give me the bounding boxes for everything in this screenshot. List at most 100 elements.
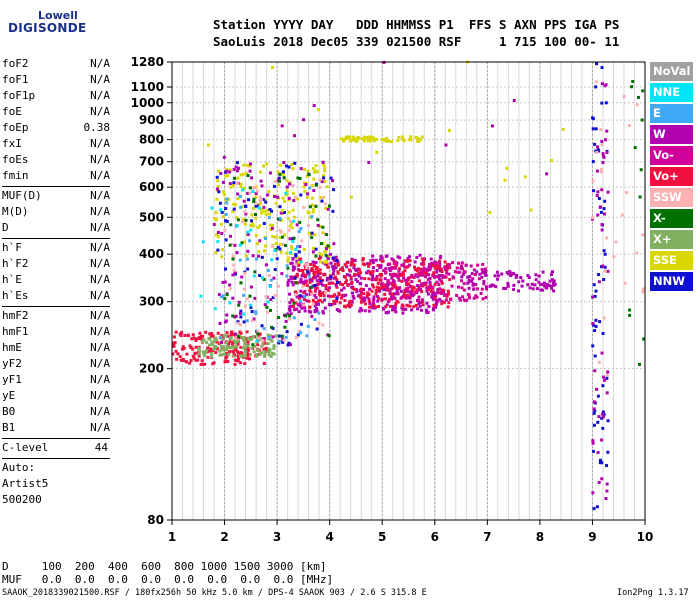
data-point (206, 355, 210, 359)
data-point (244, 218, 248, 222)
data-point (383, 292, 387, 296)
data-point (233, 203, 237, 207)
data-point (604, 101, 608, 105)
data-point (299, 193, 303, 197)
data-point (600, 188, 604, 192)
data-point (198, 331, 202, 335)
data-point (380, 272, 384, 276)
data-point (297, 260, 301, 264)
data-point (424, 281, 428, 285)
data-point (242, 336, 246, 340)
data-point (291, 268, 295, 272)
data-point (488, 211, 492, 215)
data-point (394, 301, 398, 305)
data-point (246, 163, 250, 167)
data-point (605, 482, 609, 486)
data-point (407, 263, 411, 267)
data-point (248, 169, 252, 173)
data-point (376, 264, 380, 268)
data-point (592, 283, 596, 287)
data-point (596, 213, 600, 217)
data-point (270, 325, 274, 329)
data-point (221, 248, 225, 252)
header-line-1: Station YYYY DAY DDD HHMMSS P1 FFS S AXN… (213, 17, 620, 32)
param-value: N/A (90, 221, 110, 234)
y-tick-label: 200 (139, 362, 164, 376)
data-point (262, 222, 266, 226)
data-point (592, 507, 596, 511)
data-point (318, 298, 322, 302)
data-point (291, 167, 295, 171)
data-point (243, 354, 247, 358)
data-point (371, 136, 375, 140)
data-point (239, 323, 243, 327)
data-point (371, 261, 375, 265)
data-point (357, 268, 361, 272)
data-point (250, 319, 254, 323)
data-point (455, 293, 459, 297)
data-point (636, 95, 640, 99)
data-point (417, 295, 421, 299)
data-point (228, 340, 232, 344)
data-point (285, 251, 289, 255)
data-point (420, 282, 424, 286)
data-point (441, 288, 445, 292)
data-point (365, 294, 369, 298)
data-point (290, 226, 294, 230)
data-point (424, 271, 428, 275)
data-point (309, 290, 313, 294)
param-row: foF1 N/A (2, 72, 110, 88)
data-point (288, 292, 292, 296)
data-point (233, 346, 237, 350)
data-point (248, 338, 252, 342)
data-point (528, 286, 532, 290)
data-point (332, 188, 336, 192)
data-point (279, 242, 283, 246)
data-point (265, 162, 269, 166)
data-point (419, 262, 423, 266)
data-point (293, 161, 297, 165)
data-point (305, 195, 309, 199)
data-point (253, 270, 257, 274)
data-point (179, 358, 183, 362)
data-point (196, 358, 200, 362)
data-point (255, 353, 259, 357)
data-point (294, 301, 298, 305)
data-point (363, 302, 367, 306)
data-point (435, 267, 439, 271)
data-point (333, 262, 337, 266)
data-point (306, 169, 310, 173)
data-point (377, 286, 381, 290)
data-point (296, 176, 300, 180)
data-point (336, 280, 340, 284)
data-point (221, 345, 225, 349)
data-point (599, 170, 603, 174)
data-point (262, 347, 266, 351)
data-point (596, 394, 600, 398)
data-point (390, 286, 394, 290)
data-point (600, 228, 604, 232)
data-point (392, 266, 396, 270)
data-point (642, 337, 646, 341)
data-point (417, 279, 421, 283)
data-point (363, 135, 367, 139)
data-point (426, 292, 430, 296)
data-point (594, 289, 598, 293)
data-point (345, 261, 349, 265)
data-point (224, 174, 228, 178)
data-point (414, 303, 418, 307)
data-point (260, 337, 264, 341)
data-point (313, 289, 317, 293)
data-point (351, 135, 355, 139)
data-point (235, 224, 239, 228)
data-point (316, 282, 320, 286)
data-point (302, 247, 306, 251)
data-point (250, 310, 254, 314)
data-point (382, 288, 386, 292)
data-point (278, 247, 282, 251)
data-point (292, 219, 296, 223)
data-point (264, 236, 268, 240)
data-point (197, 352, 201, 356)
data-point (514, 275, 518, 279)
data-point (273, 268, 277, 272)
